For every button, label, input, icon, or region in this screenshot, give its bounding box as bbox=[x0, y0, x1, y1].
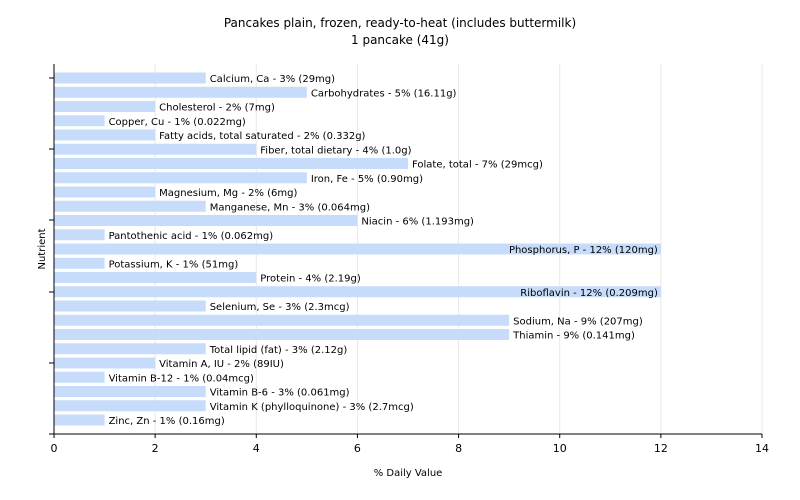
bar-label: Total lipid (fat) - 3% (2.12g) bbox=[209, 345, 348, 356]
bar bbox=[54, 272, 257, 283]
bar-label: Niacin - 6% (1.193mg) bbox=[361, 217, 474, 228]
bar-label: Zinc, Zn - 1% (0.16mg) bbox=[109, 416, 225, 427]
bar-label: Carbohydrates - 5% (16.11g) bbox=[311, 88, 457, 99]
chart-subtitle: 1 pancake (41g) bbox=[351, 33, 449, 47]
bar-label: Fatty acids, total saturated - 2% (0.332… bbox=[159, 131, 365, 142]
bar-label: Potassium, K - 1% (51mg) bbox=[109, 259, 239, 270]
bar-label: Sodium, Na - 9% (207mg) bbox=[513, 316, 643, 327]
bar-label: Selenium, Se - 3% (2.3mcg) bbox=[210, 302, 350, 313]
bar-label: Folate, total - 7% (29mcg) bbox=[412, 160, 543, 171]
bar bbox=[54, 86, 307, 98]
x-axis-ticks: 0 2 4 6 8 10 12 14 bbox=[51, 434, 769, 455]
bar-label: Magnesium, Mg - 2% (6mg) bbox=[159, 188, 297, 199]
bar bbox=[54, 414, 105, 426]
bar bbox=[54, 386, 206, 397]
bar bbox=[54, 371, 105, 383]
bar bbox=[54, 257, 105, 269]
bar bbox=[54, 101, 156, 112]
bar bbox=[54, 229, 105, 241]
bar-label: Vitamin B-12 - 1% (0.04mcg) bbox=[109, 373, 254, 384]
bar-label: Copper, Cu - 1% (0.022mg) bbox=[109, 117, 246, 128]
bar bbox=[54, 400, 206, 412]
bar-label: Pantothenic acid - 1% (0.062mg) bbox=[109, 231, 274, 242]
bar bbox=[54, 329, 510, 340]
bar-label: Cholesterol - 2% (7mg) bbox=[159, 103, 275, 114]
x-tick-label: 6 bbox=[354, 442, 361, 455]
bar bbox=[54, 215, 358, 226]
y-axis-label: Nutrient bbox=[37, 228, 48, 269]
bar-label: Riboflavin - 12% (0.209mg) bbox=[520, 288, 658, 299]
x-tick-label: 2 bbox=[152, 442, 159, 455]
x-tick-label: 14 bbox=[755, 442, 769, 455]
bar bbox=[54, 129, 156, 141]
bar bbox=[54, 243, 661, 255]
bar-label: Fiber, total dietary - 4% (1.0g) bbox=[260, 145, 411, 156]
bar-label: Vitamin A, IU - 2% (89IU) bbox=[159, 359, 284, 370]
chart-title: Pancakes plain, frozen, ready-to-heat (i… bbox=[224, 16, 576, 30]
bar-label: Calcium, Ca - 3% (29mg) bbox=[210, 74, 335, 85]
x-tick-label: 12 bbox=[654, 442, 668, 455]
bar bbox=[54, 186, 156, 198]
x-tick-label: 8 bbox=[455, 442, 462, 455]
bar bbox=[54, 200, 206, 212]
bar bbox=[54, 158, 408, 169]
bar-label: Vitamin K (phylloquinone) - 3% (2.7mcg) bbox=[210, 402, 414, 413]
bar bbox=[54, 115, 105, 127]
bar-label: Phosphorus, P - 12% (120mg) bbox=[509, 245, 658, 256]
bar bbox=[54, 72, 206, 84]
bar-label: Protein - 4% (2.19g) bbox=[260, 274, 361, 285]
x-tick-label: 10 bbox=[553, 442, 567, 455]
bar bbox=[54, 300, 206, 312]
bar-label: Thiamin - 9% (0.141mg) bbox=[512, 331, 635, 342]
bar-label: Manganese, Mn - 3% (0.064mg) bbox=[210, 202, 370, 213]
bar bbox=[54, 172, 307, 184]
x-tick-label: 0 bbox=[51, 442, 58, 455]
axes bbox=[49, 64, 762, 435]
x-axis-label: % Daily Value bbox=[374, 468, 443, 479]
bar-label: Iron, Fe - 5% (0.90mg) bbox=[311, 174, 423, 185]
bar-label: Vitamin B-6 - 3% (0.061mg) bbox=[210, 388, 350, 399]
bar bbox=[54, 357, 156, 369]
bar bbox=[54, 286, 661, 298]
x-tick-label: 4 bbox=[253, 442, 260, 455]
bar bbox=[54, 143, 257, 155]
bars: Calcium, Ca - 3% (29mg) Carbohydrates - 5… bbox=[54, 72, 661, 427]
bar bbox=[54, 314, 510, 326]
bar bbox=[54, 343, 206, 355]
